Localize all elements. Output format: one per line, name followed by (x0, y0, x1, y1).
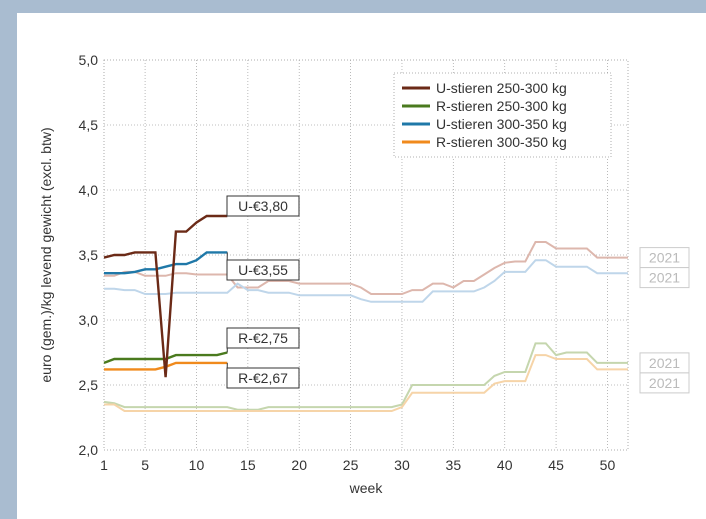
legend-label-3: R-stieren 300-350 kg (436, 134, 567, 150)
x-tick-label: 1 (100, 457, 108, 473)
y-tick-label: 4,5 (79, 117, 99, 133)
x-tick-label: 30 (394, 457, 410, 473)
x-tick-label: 50 (600, 457, 616, 473)
y-tick-label: 3,5 (79, 247, 99, 263)
annotation-label: R-€2,67 (238, 370, 288, 386)
y-axis-ticks: 2,0 2,5 3,0 3,5 4,0 4,5 5,0 (79, 52, 99, 458)
x-axis-label: week (349, 480, 384, 496)
reference-label-2021: 2021 (649, 355, 680, 371)
x-tick-label: 15 (240, 457, 256, 473)
y-axis-label: euro (gem.)/kg levend gewicht (excl. btw… (38, 127, 54, 382)
x-tick-label: 10 (189, 457, 205, 473)
annotation-label: U-€3,55 (238, 262, 288, 278)
annotation-label: U-€3,80 (238, 198, 288, 214)
x-axis-ticks: 1 5 10 15 20 25 30 35 40 45 50 (100, 457, 615, 473)
y-tick-label: 4,0 (79, 182, 99, 198)
legend-label-2: U-stieren 300-350 kg (436, 116, 567, 132)
y-tick-label: 2,5 (79, 377, 99, 393)
reference-label-2021: 2021 (649, 375, 680, 391)
reference-label-2021: 2021 (649, 270, 680, 286)
chart-panel: 2,0 2,5 3,0 3,5 4,0 4,5 5,0 1 5 10 15 20 25 30 35 40 45… (17, 13, 706, 519)
x-tick-label: 20 (291, 457, 307, 473)
x-tick-label: 35 (446, 457, 462, 473)
x-tick-label: 40 (497, 457, 513, 473)
reference-label-2021: 2021 (649, 250, 680, 266)
y-tick-label: 5,0 (79, 52, 99, 68)
x-tick-label: 25 (343, 457, 359, 473)
legend-label-1: R-stieren 250-300 kg (436, 98, 567, 114)
legend-label-0: U-stieren 250-300 kg (436, 80, 567, 96)
x-tick-label: 5 (141, 457, 149, 473)
y-tick-label: 2,0 (79, 442, 99, 458)
y-tick-label: 3,0 (79, 312, 99, 328)
x-tick-label: 45 (548, 457, 564, 473)
annotation-label: R-€2,75 (238, 330, 288, 346)
line-chart: 2,02,53,03,54,04,55,0 1 5 10 15 20 25 30 35 40 45… (17, 13, 706, 519)
legend: U-stieren 250-300 kg R-stieren 250-300 kg… (394, 73, 611, 157)
